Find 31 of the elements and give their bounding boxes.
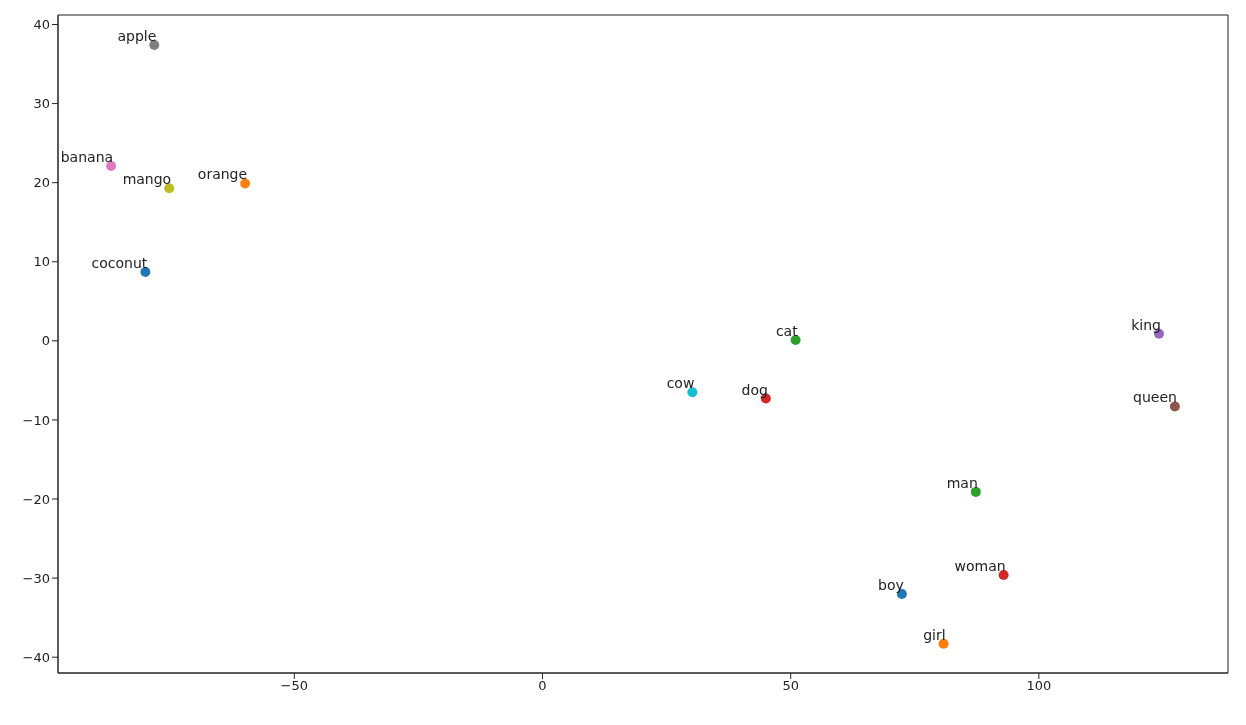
y-tick-label: −30 [22, 570, 50, 586]
series-label: coconut [91, 255, 148, 272]
point [140, 267, 151, 278]
series-label: man [946, 474, 978, 491]
y-tick-label: 20 [33, 175, 50, 191]
series-label: queen [1133, 389, 1177, 406]
series-label: mango [122, 171, 172, 188]
y-tick-label: −20 [22, 491, 50, 507]
x-tick-label: 0 [538, 678, 547, 694]
y-tick-label: −10 [22, 412, 50, 428]
x-tick-label: 100 [1026, 678, 1052, 694]
y-tick-label: 30 [33, 96, 50, 112]
y-tick-label: 0 [41, 333, 50, 349]
series-label: apple [117, 28, 157, 45]
point [790, 335, 801, 346]
y-tick-label: 40 [33, 17, 50, 33]
series-label: orange [197, 166, 248, 183]
y-tick-label: 10 [33, 254, 50, 270]
point [687, 387, 698, 398]
series-label: boy [878, 576, 904, 593]
y-tick-label: −40 [22, 649, 50, 665]
series-label: king [1131, 316, 1161, 333]
series-label: cow [666, 375, 695, 392]
series-label: girl [923, 626, 946, 643]
series-label: banana [60, 149, 114, 166]
series-label: woman [954, 557, 1006, 574]
series-label: dog [741, 381, 768, 398]
series-label: cat [775, 323, 799, 340]
x-tick-label: 50 [782, 678, 799, 694]
x-tick-label: −50 [280, 678, 308, 694]
point [106, 161, 117, 172]
